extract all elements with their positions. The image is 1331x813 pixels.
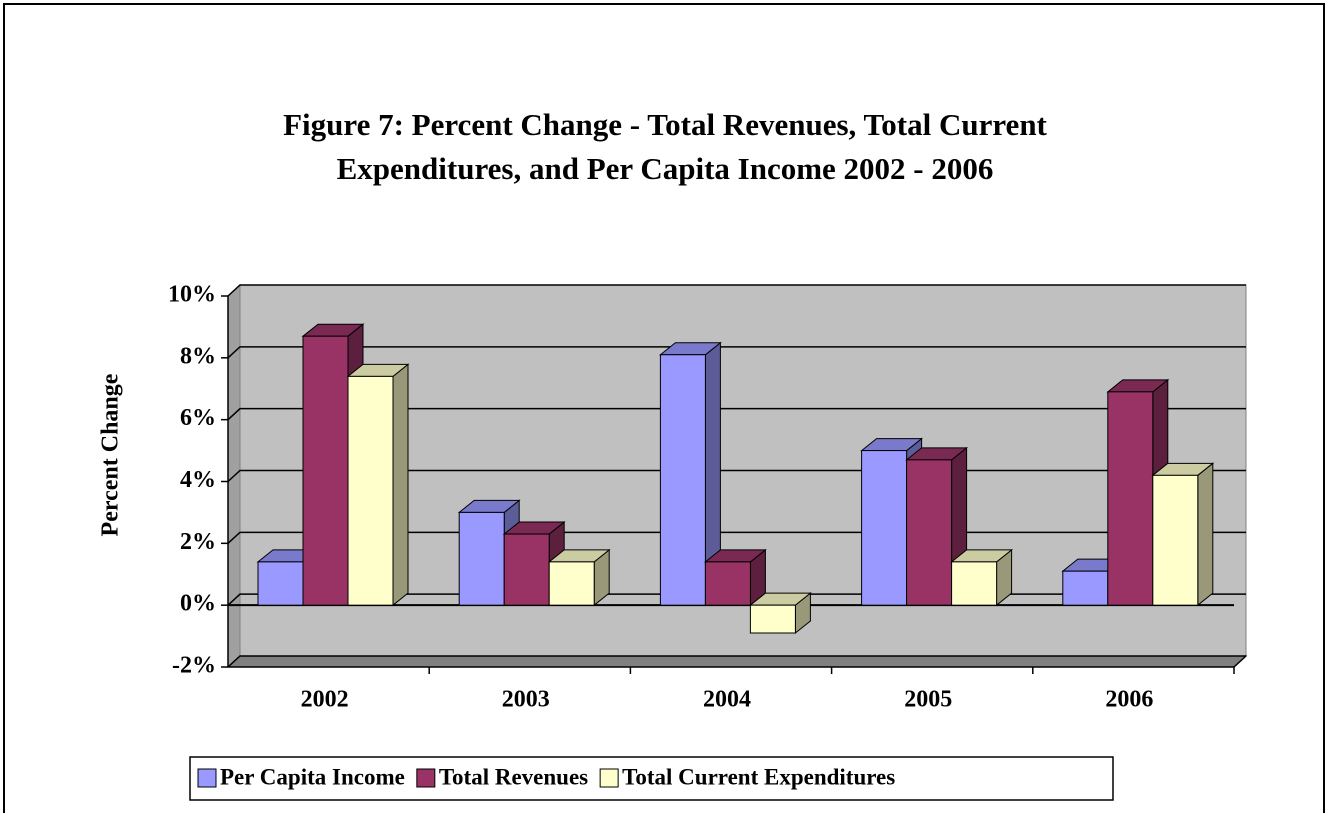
y-tick-label: 10%	[168, 282, 216, 308]
bar	[548, 561, 595, 606]
y-tick-label: -2%	[172, 653, 216, 679]
y-tick-label: 4%	[180, 467, 216, 493]
bar-side	[1197, 462, 1214, 607]
legend-label: Per Capita Income	[220, 764, 405, 789]
bar	[347, 375, 394, 606]
y-tick-label: 8%	[180, 343, 216, 369]
x-tick-label: 2004	[703, 687, 751, 713]
bar	[906, 459, 953, 606]
bar	[458, 511, 505, 606]
y-axis-title: Percent Change	[98, 373, 124, 536]
bar	[1062, 570, 1109, 606]
grid-line	[227, 284, 1246, 297]
bar	[1107, 391, 1154, 606]
legend	[189, 756, 1114, 801]
bar	[704, 561, 751, 606]
bar	[861, 450, 908, 606]
bar	[749, 604, 796, 634]
chart-title: Figure 7: Percent Change - Total Revenue…	[283, 107, 1047, 142]
y-tick-label: 0%	[180, 591, 216, 617]
bar	[659, 354, 706, 606]
x-tick-label: 2005	[904, 687, 952, 713]
grid-line	[227, 655, 1246, 668]
bar	[1152, 474, 1199, 606]
x-tick-label: 2006	[1105, 687, 1153, 713]
legend-swatch	[599, 768, 619, 788]
chart-title: Expenditures, and Per Capita Income 2002…	[337, 151, 994, 186]
bar-side	[392, 363, 409, 607]
floor	[226, 655, 1248, 668]
frame	[3, 3, 1325, 813]
legend-label: Total Current Expenditures	[622, 764, 895, 789]
legend-swatch	[197, 768, 217, 788]
legend-label: Total Revenues	[439, 764, 588, 789]
x-tick-label: 2002	[301, 687, 349, 713]
y-tick-label: 6%	[180, 405, 216, 431]
bar	[951, 561, 998, 606]
x-axis-end	[1233, 655, 1247, 668]
legend-swatch	[416, 768, 436, 788]
x-tick-label: 2003	[502, 687, 550, 713]
bar	[257, 561, 304, 606]
bar	[503, 533, 550, 606]
bar	[302, 335, 349, 606]
grid-line	[227, 346, 1246, 359]
grid-line	[227, 407, 1246, 421]
y-tick-label: 2%	[180, 529, 216, 555]
